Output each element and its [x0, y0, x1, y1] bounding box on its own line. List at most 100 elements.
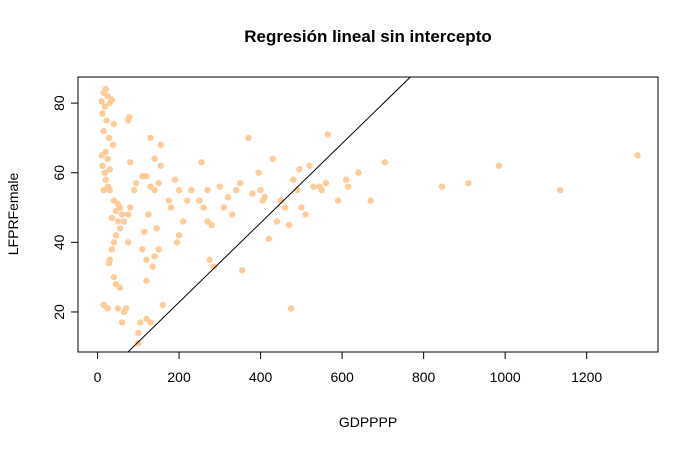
point — [143, 256, 150, 263]
point — [210, 263, 217, 270]
point — [106, 166, 113, 173]
point — [175, 232, 183, 239]
point — [318, 186, 325, 194]
point — [99, 162, 106, 169]
point — [277, 197, 285, 204]
point — [110, 239, 118, 246]
point — [281, 204, 289, 211]
x-tick-label: 800 — [412, 369, 436, 385]
point — [224, 193, 232, 201]
point — [381, 159, 389, 166]
point — [495, 162, 503, 169]
point — [204, 186, 211, 194]
point — [155, 246, 162, 253]
point — [103, 117, 110, 124]
point — [239, 266, 246, 274]
y-tick-label: 60 — [51, 165, 67, 181]
point — [108, 214, 116, 222]
chart-title: Regresión lineal sin intercepto — [244, 27, 492, 46]
point — [159, 301, 166, 309]
x-tick-label: 1000 — [490, 369, 521, 385]
point — [245, 134, 252, 142]
point — [302, 211, 309, 218]
y-tick-label: 20 — [51, 304, 67, 320]
point — [173, 239, 181, 246]
point — [101, 103, 109, 110]
point — [249, 190, 256, 197]
point — [296, 166, 303, 173]
point — [232, 186, 240, 194]
x-tick-label: 200 — [167, 369, 191, 385]
point — [367, 197, 374, 204]
point — [334, 197, 342, 204]
point — [306, 162, 313, 169]
point — [196, 197, 203, 204]
point — [151, 253, 158, 260]
point — [131, 186, 138, 194]
point — [122, 305, 130, 312]
point — [102, 85, 109, 93]
point — [124, 239, 132, 246]
point — [143, 277, 150, 284]
point — [285, 221, 293, 229]
point — [135, 340, 142, 347]
point — [105, 260, 113, 267]
point — [100, 127, 107, 135]
point — [98, 98, 105, 105]
point — [102, 176, 109, 183]
point — [120, 218, 128, 225]
point — [634, 152, 641, 159]
plot-area — [98, 77, 641, 352]
point — [198, 159, 205, 166]
point — [228, 211, 236, 218]
point — [342, 176, 350, 183]
y-tick-label: 80 — [51, 95, 67, 111]
point — [345, 183, 352, 190]
point — [126, 113, 133, 121]
point — [204, 218, 211, 225]
point — [141, 228, 148, 236]
point — [265, 235, 272, 243]
point — [157, 162, 164, 169]
point — [355, 169, 362, 176]
point — [112, 232, 120, 239]
point — [108, 96, 116, 103]
point — [118, 319, 126, 326]
point — [109, 141, 117, 149]
point — [149, 263, 156, 270]
point — [118, 211, 126, 218]
point — [167, 204, 175, 211]
x-tick-label: 600 — [330, 369, 354, 385]
point — [116, 225, 124, 232]
point — [465, 179, 472, 187]
point — [556, 186, 564, 194]
point — [145, 211, 152, 218]
point — [157, 141, 164, 149]
point — [114, 218, 122, 225]
point — [155, 179, 162, 187]
point — [105, 134, 113, 142]
point — [220, 204, 228, 211]
point — [126, 159, 134, 166]
point — [200, 204, 207, 211]
point — [206, 256, 213, 263]
point — [255, 169, 262, 176]
x-tick-label: 400 — [249, 369, 273, 385]
point — [216, 183, 224, 190]
x-tick-label: 1200 — [571, 369, 602, 385]
point — [188, 186, 195, 194]
point — [104, 305, 111, 312]
point — [184, 197, 191, 204]
point — [273, 218, 281, 225]
point — [100, 186, 107, 194]
point — [310, 183, 317, 190]
point — [114, 305, 122, 312]
point — [322, 179, 330, 187]
point — [101, 169, 109, 176]
y-tick-label: 40 — [51, 234, 67, 250]
point — [261, 193, 268, 201]
point — [126, 204, 134, 211]
point — [165, 197, 173, 204]
point — [147, 319, 154, 326]
